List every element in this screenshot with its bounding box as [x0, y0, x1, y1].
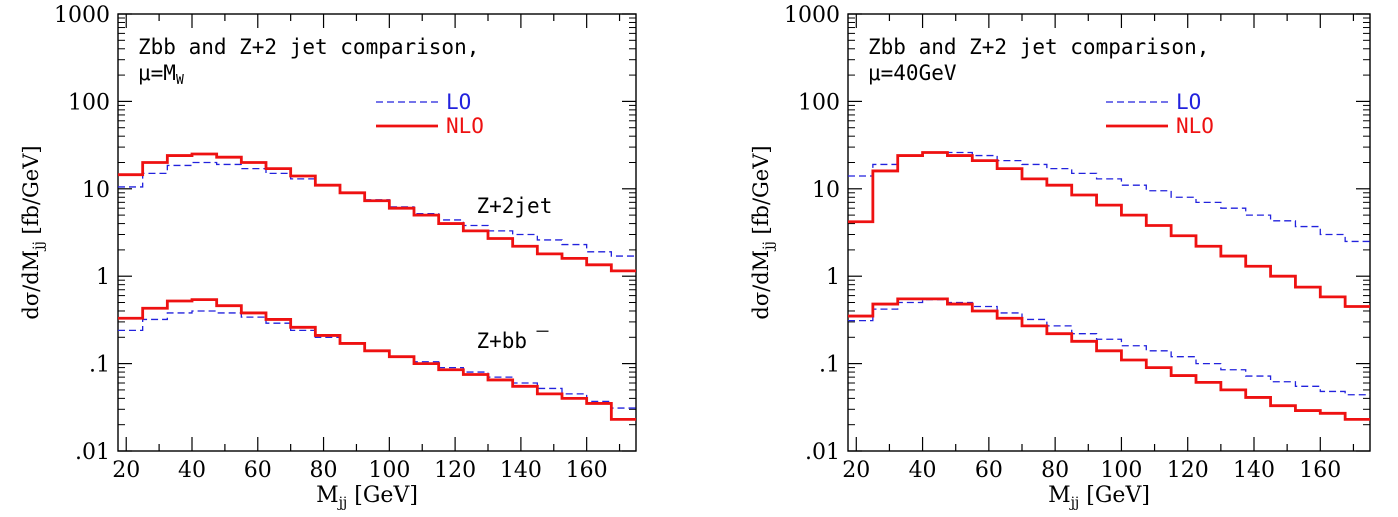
- y-axis-label-sub: jj: [761, 241, 777, 252]
- y-axis-label-main: dσ/dM: [749, 250, 773, 320]
- x-axis-label-unit: [GeV]: [1079, 483, 1150, 508]
- x-axis-label: Mjj [GeV]: [316, 483, 418, 511]
- nlo-series-line: [848, 151, 1370, 308]
- series-label-zbb: Z+bb: [476, 329, 527, 353]
- x-tick-label: 160: [566, 458, 608, 483]
- series-label-text: Z+b: [476, 329, 514, 353]
- lo-series-line: [118, 310, 636, 409]
- plot-frame: [117, 13, 637, 452]
- nlo-series-line: [118, 152, 636, 273]
- x-axis-label-sub: jj: [337, 495, 348, 511]
- x-tick-label: 140: [500, 458, 542, 483]
- lo-series-line: [848, 151, 1370, 243]
- series-label-bbar: b: [514, 329, 527, 353]
- legend-lo-label: LO: [1176, 90, 1201, 114]
- y-tick-label: 10: [82, 178, 110, 203]
- y-axis-label-main: dσ/dM: [19, 250, 43, 320]
- lo-series-line: [118, 161, 636, 257]
- x-axis-label-sub: jj: [1069, 495, 1080, 511]
- y-tick-label: 1000: [54, 3, 110, 28]
- x-axis-label-unit: [GeV]: [347, 483, 418, 508]
- y-tick-label: 10: [812, 178, 840, 203]
- x-tick-label: 100: [1100, 458, 1142, 483]
- x-tick-label: 40: [909, 458, 937, 483]
- x-tick-label: 20: [112, 458, 140, 483]
- y-axis-label: dσ/dMjj [fb/GeV]: [19, 145, 47, 319]
- nlo-series-line: [848, 297, 1370, 421]
- y-tick-label: 1: [826, 265, 840, 290]
- chart-title-line1: Zbb and Z+2 jet comparison,: [868, 35, 1209, 59]
- y-tick-label: .01: [805, 440, 840, 465]
- chart-title-line2: μ=MW: [138, 61, 184, 88]
- y-tick-label: 100: [798, 90, 840, 115]
- y-axis-label-unit: [fb/GeV]: [19, 145, 43, 241]
- plot-frame: [847, 13, 1371, 452]
- y-tick-label: 1: [96, 265, 110, 290]
- x-tick-label: 40: [178, 458, 206, 483]
- chart-title-line1: Zbb and Z+2 jet comparison,: [138, 35, 479, 59]
- title-mu: μ=40GeV: [868, 61, 957, 85]
- x-tick-label: 80: [310, 458, 338, 483]
- legend-nlo-label: NLO: [1176, 114, 1214, 138]
- y-axis-label-unit: [fb/GeV]: [749, 145, 773, 241]
- y-tick-label: 1000: [784, 3, 840, 28]
- x-tick-label: 80: [1041, 458, 1069, 483]
- series-label-z2jet: Z+2jet: [476, 194, 552, 218]
- x-tick-label: 140: [1233, 458, 1275, 483]
- x-tick-label: 120: [434, 458, 476, 483]
- x-tick-label: 60: [975, 458, 1003, 483]
- y-axis-label: dσ/dMjj [fb/GeV]: [749, 145, 777, 319]
- x-tick-label: 120: [1167, 458, 1209, 483]
- y-axis-label-sub: jj: [31, 241, 47, 252]
- legend-nlo-label: NLO: [446, 114, 484, 138]
- y-tick-label: .01: [75, 440, 110, 465]
- legend-lo-label: LO: [446, 90, 471, 114]
- lo-series-line: [848, 298, 1370, 396]
- x-tick-label: 160: [1299, 458, 1341, 483]
- title-mu: μ=M: [138, 61, 176, 85]
- chart-title-line2: μ=40GeV: [868, 61, 957, 85]
- y-tick-label: .1: [819, 353, 840, 378]
- x-axis-label: Mjj [GeV]: [1048, 483, 1150, 511]
- x-axis-label-main: M: [1048, 483, 1071, 508]
- title-mu-sub: W: [176, 73, 184, 88]
- x-tick-label: 100: [368, 458, 410, 483]
- x-axis-label-main: M: [316, 483, 339, 508]
- nlo-series-line: [118, 298, 636, 421]
- y-tick-label: 100: [68, 90, 110, 115]
- x-tick-label: 60: [244, 458, 272, 483]
- y-tick-label: .1: [89, 353, 110, 378]
- x-tick-label: 20: [842, 458, 870, 483]
